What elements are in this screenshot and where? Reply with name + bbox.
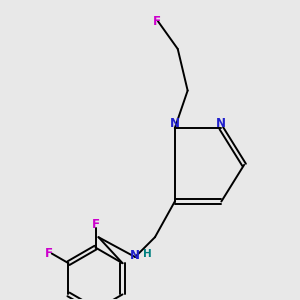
Text: F: F — [152, 15, 160, 28]
Text: H: H — [143, 249, 152, 259]
Text: N: N — [170, 117, 180, 130]
Text: F: F — [45, 247, 53, 260]
Text: N: N — [130, 249, 140, 262]
Text: F: F — [92, 218, 100, 231]
Text: N: N — [216, 117, 226, 130]
